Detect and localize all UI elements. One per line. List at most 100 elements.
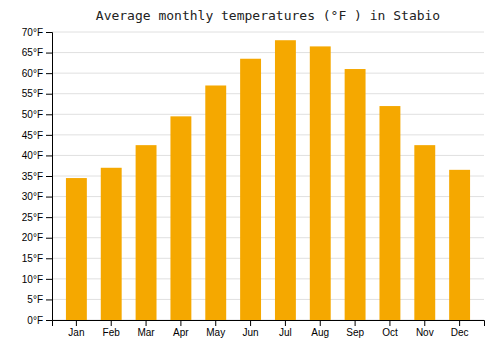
y-tick-mark xyxy=(46,94,52,95)
y-tick-label: 35°F xyxy=(22,171,43,182)
y-tick-mark xyxy=(46,197,52,198)
grid-line xyxy=(52,93,484,94)
y-tick-mark xyxy=(46,279,52,280)
chart: Average monthly temperatures (°F ) in St… xyxy=(0,0,500,350)
x-tick-label: Feb xyxy=(103,327,121,338)
y-tick: 65°F xyxy=(22,47,52,58)
y-tick: 20°F xyxy=(22,232,52,243)
x-tick: Dec xyxy=(451,320,469,338)
x-tick-mark xyxy=(180,320,181,326)
x-tick-mark xyxy=(76,320,77,326)
bars xyxy=(66,40,470,320)
x-tick-label: May xyxy=(206,327,225,338)
bar xyxy=(205,85,226,320)
bar xyxy=(449,170,470,320)
grid-line xyxy=(52,134,484,135)
x-tick-label: Apr xyxy=(173,327,189,338)
axis-line xyxy=(46,33,53,321)
x-tick-mark xyxy=(146,320,147,326)
x-tick: Apr xyxy=(173,320,189,338)
y-tick-label: 20°F xyxy=(22,232,43,243)
y-tick: 5°F xyxy=(27,294,52,305)
bar xyxy=(414,145,435,320)
y-tick-mark xyxy=(46,53,52,54)
y-tick-mark xyxy=(46,238,52,239)
x-tick: Jan xyxy=(68,320,84,338)
x-tick-mark xyxy=(355,320,356,326)
y-tick-mark xyxy=(46,155,52,156)
y-tick-label: 40°F xyxy=(22,150,43,161)
x-tick-label: Jun xyxy=(243,327,259,338)
title: Average monthly temperatures (°F ) in St… xyxy=(96,8,440,23)
y-tick: 10°F xyxy=(22,274,52,285)
grid xyxy=(52,32,484,320)
grid-line xyxy=(52,52,484,53)
x-tick-mark xyxy=(111,320,112,326)
y-tick: 40°F xyxy=(22,150,52,161)
y-tick: 35°F xyxy=(22,171,52,182)
y-tick-label: 0°F xyxy=(27,315,43,326)
grid-line xyxy=(52,32,484,33)
bar xyxy=(66,178,87,320)
bar xyxy=(345,69,366,320)
y-tick-mark xyxy=(46,258,52,259)
x-tick: Aug xyxy=(311,320,329,338)
y-tick-mark xyxy=(46,176,52,177)
y-tick-label: 50°F xyxy=(22,109,43,120)
grid-line xyxy=(52,114,484,115)
x-tick-mark xyxy=(215,320,216,326)
x-tick: Jun xyxy=(243,320,259,338)
y-tick-label: 10°F xyxy=(22,274,43,285)
x-tick: Sep xyxy=(346,320,364,338)
bar xyxy=(136,145,157,320)
x-tick-label: Sep xyxy=(346,327,364,338)
x-tick-label: Jul xyxy=(279,327,292,338)
x-tick-mark xyxy=(285,320,286,326)
bar xyxy=(275,40,296,320)
y-tick-mark xyxy=(46,114,52,115)
y-tick-label: 55°F xyxy=(22,88,43,99)
y-axis: 0°F 5°F 10°F 15°F 20°F 25°F 30°F 35°F 40°F 45°F 50… xyxy=(22,27,53,326)
x-tick-mark xyxy=(459,320,460,326)
x-tick-label: Jan xyxy=(68,327,84,338)
y-tick-label: 60°F xyxy=(22,68,43,79)
y-tick: 70°F xyxy=(22,27,52,38)
y-tick: 0°F xyxy=(27,315,52,326)
x-tick: Nov xyxy=(416,320,434,338)
y-tick-mark xyxy=(46,135,52,136)
y-tick-mark xyxy=(46,320,52,321)
y-tick-mark xyxy=(46,32,52,33)
plot: 0°F 5°F 10°F 15°F 20°F 25°F 30°F 35°F 40°F 45°F 50… xyxy=(22,27,485,338)
y-tick: 60°F xyxy=(22,68,52,79)
bar xyxy=(101,168,122,320)
x-tick: Oct xyxy=(382,320,398,338)
y-tick-label: 15°F xyxy=(22,253,43,264)
y-tick-label: 65°F xyxy=(22,47,43,58)
y-tick-label: 25°F xyxy=(22,212,43,223)
x-tick: May xyxy=(206,320,225,338)
bar xyxy=(310,46,331,320)
x-tick-label: Dec xyxy=(451,327,469,338)
y-tick-mark xyxy=(46,299,52,300)
x-tick-label: Mar xyxy=(137,327,155,338)
x-tick-label: Aug xyxy=(311,327,329,338)
x-tick-label: Oct xyxy=(382,327,398,338)
y-tick: 45°F xyxy=(22,130,52,141)
axis-line xyxy=(53,321,485,327)
x-tick-label: Nov xyxy=(416,327,434,338)
y-tick: 50°F xyxy=(22,109,52,120)
y-tick: 25°F xyxy=(22,212,52,223)
x-tick: Mar xyxy=(137,320,155,338)
grid-line xyxy=(52,73,484,74)
x-tick-mark xyxy=(424,320,425,326)
x-tick: Jul xyxy=(279,320,292,338)
y-tick: 55°F xyxy=(22,88,52,99)
bar xyxy=(240,59,261,320)
y-tick-label: 30°F xyxy=(22,191,43,202)
x-tick-mark xyxy=(389,320,390,326)
y-tick: 30°F xyxy=(22,191,52,202)
bar xyxy=(170,116,191,320)
y-tick-mark xyxy=(46,73,52,74)
y-tick-label: 5°F xyxy=(27,294,43,305)
x-axis: Jan Feb Mar Apr May Jun Jul Aug Sep Oct Nov Dec xyxy=(53,320,485,338)
